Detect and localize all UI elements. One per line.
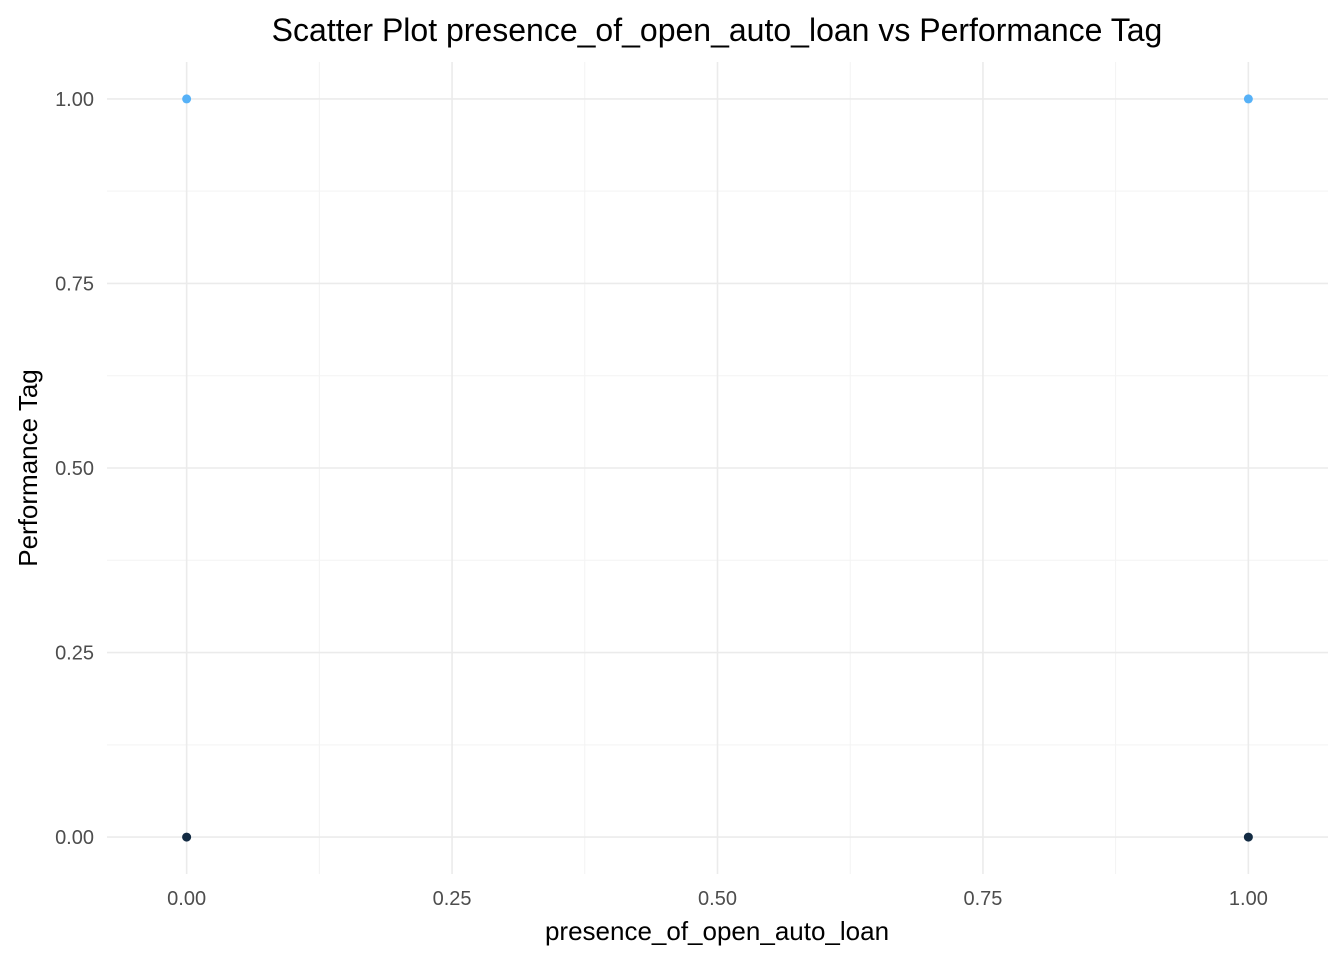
y-axis-ticks: 0.00 0.25 0.50 0.75 1.00	[55, 89, 94, 849]
y-tick-label: 1.00	[55, 89, 94, 111]
x-axis-ticks: 0.00 0.25 0.50 0.75 1.00	[167, 888, 1268, 910]
y-tick-label: 0.50	[55, 458, 94, 480]
y-tick-label: 0.00	[55, 827, 94, 849]
scatter-point	[1243, 832, 1253, 842]
y-tick-label: 0.75	[55, 273, 94, 295]
x-tick-label: 1.00	[1229, 888, 1268, 910]
chart-title: Scatter Plot presence_of_open_auto_loan …	[272, 12, 1163, 48]
x-tick-label: 0.50	[698, 888, 737, 910]
scatter-point	[182, 832, 192, 842]
x-axis-label: presence_of_open_auto_loan	[545, 916, 889, 946]
x-tick-label: 0.25	[433, 888, 472, 910]
y-axis-label: Performance Tag	[13, 369, 43, 567]
data-points	[182, 94, 1253, 842]
x-tick-label: 0.00	[167, 888, 206, 910]
scatter-point	[1243, 94, 1253, 104]
scatter-point	[182, 94, 192, 104]
y-tick-label: 0.25	[55, 643, 94, 665]
x-tick-label: 0.75	[963, 888, 1002, 910]
grid	[107, 62, 1328, 874]
